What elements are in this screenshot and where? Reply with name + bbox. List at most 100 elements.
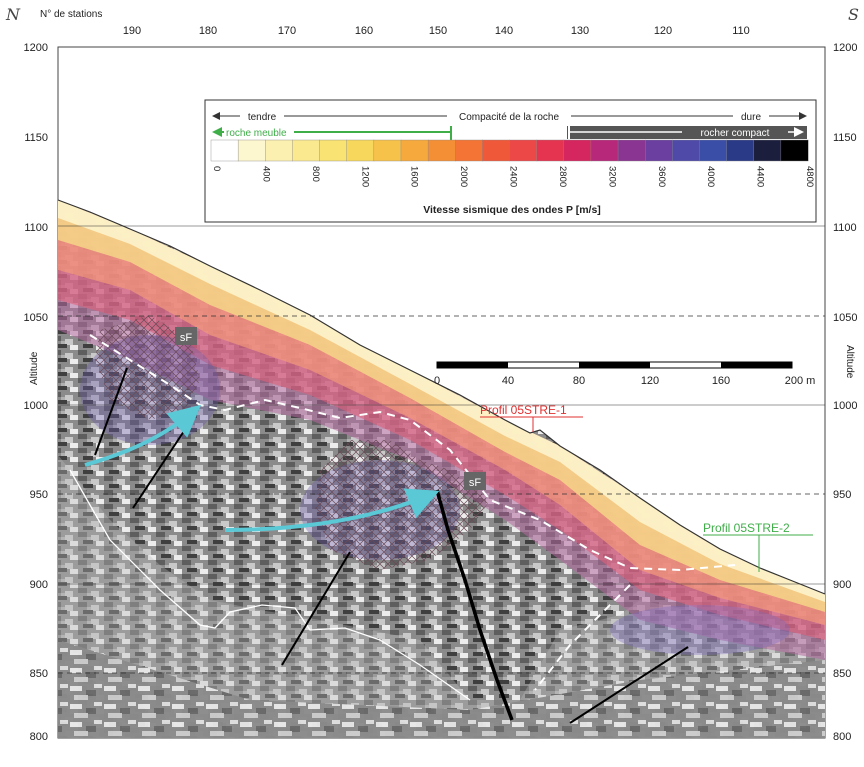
altitude-tick: 1000 — [24, 400, 48, 412]
sf-label: sF — [180, 332, 193, 344]
station-tick: 120 — [654, 25, 672, 37]
altitude-tick: 900 — [30, 579, 48, 591]
altitude-tick: 800 — [833, 731, 851, 743]
color-swatch — [292, 139, 321, 162]
velocity-tick: 1600 — [409, 166, 420, 187]
color-swatch — [482, 139, 510, 162]
legend-compacite: Compacité de la roche — [459, 112, 559, 123]
color-swatch — [319, 139, 348, 162]
velocity-tick: 400 — [260, 166, 271, 182]
color-swatch — [265, 139, 293, 162]
station-tick: 160 — [355, 25, 373, 37]
north-label: N — [5, 5, 21, 24]
color-swatch — [455, 139, 483, 162]
station-tick: 110 — [732, 25, 750, 37]
station-tick: 170 — [278, 25, 296, 37]
color-swatch — [400, 139, 429, 162]
color-swatch — [780, 139, 809, 162]
station-tick: 150 — [429, 25, 447, 37]
velocity-color-scale — [210, 139, 809, 162]
interface-dashed-line — [89, 334, 736, 572]
altitude-tick: 1150 — [24, 132, 48, 144]
velocity-ticks: 0 400 800 1200 1600 2000 2400 2800 3200 3600 4000 4… — [211, 166, 815, 187]
velocity-tick: 2400 — [508, 166, 519, 187]
station-tick: 190 — [123, 25, 141, 37]
slide-mass-outline — [69, 469, 471, 701]
color-swatch — [672, 139, 700, 162]
velocity-legend: tendre Compacité de la roche dure roche … — [204, 99, 817, 223]
altitude-tick: 1100 — [833, 222, 857, 234]
color-swatch — [590, 139, 619, 162]
altitude-tick: 1050 — [833, 312, 857, 324]
scale-tick: 120 — [641, 375, 659, 387]
main-fault-line — [435, 489, 514, 721]
color-swatch — [644, 139, 673, 162]
altitude-ticks-right: 1200 1150 1100 1050 1000 950 900 850 800 — [833, 42, 857, 743]
altitude-tick: 1150 — [833, 132, 857, 144]
color-swatch — [726, 139, 755, 162]
scale-tick: 0 — [434, 375, 440, 387]
altitude-tick: 1000 — [833, 400, 857, 412]
legend-roche-meuble: roche meuble — [226, 128, 287, 139]
south-label: S — [848, 5, 859, 24]
interface-dashed-line-lower — [534, 584, 631, 691]
color-swatch — [509, 139, 538, 162]
velocity-tick: 2000 — [458, 166, 469, 187]
profil-1-label: Profil 05STRE-1 — [480, 403, 567, 417]
sf-label: sF — [469, 477, 482, 489]
color-swatch — [237, 139, 266, 162]
flow-arrow — [84, 404, 202, 467]
fracture-line — [94, 367, 128, 456]
color-swatch — [699, 139, 728, 162]
station-tick: 140 — [495, 25, 513, 37]
velocity-tick: 4800 — [804, 166, 815, 187]
terrain-surface-line — [57, 199, 826, 595]
scale-bar: 0 40 80 120 160 200 m — [434, 361, 816, 387]
profil-2-label: Profil 05STRE-2 — [703, 521, 790, 535]
altitude-tick: 1050 — [24, 312, 48, 324]
color-swatch — [563, 139, 592, 162]
color-swatch — [427, 139, 456, 162]
altitude-tick: 900 — [833, 579, 851, 591]
tomography-section — [58, 200, 825, 738]
velocity-tick: 800 — [310, 166, 321, 182]
velocity-tick: 1200 — [359, 166, 370, 187]
altitude-tick: 1200 — [24, 42, 48, 54]
altitude-tick: 850 — [833, 668, 851, 680]
sf-label-box — [175, 327, 197, 345]
legend-dure: dure — [741, 112, 761, 123]
sf-label-box — [464, 472, 486, 490]
altitude-ticks-left: 1200 1150 1100 1050 1000 950 900 850 800 — [24, 42, 48, 743]
color-swatch — [346, 139, 375, 162]
station-ticks: 190 180 170 160 150 140 130 120 110 — [123, 25, 750, 37]
color-swatch — [753, 139, 782, 162]
velocity-tick: 4400 — [755, 166, 766, 187]
altitude-tick: 950 — [30, 489, 48, 501]
scale-tick: 160 — [712, 375, 730, 387]
altitude-tick: 1200 — [833, 42, 857, 54]
velocity-tick: 4000 — [705, 166, 716, 187]
legend-rocher-compact: rocher compact — [701, 128, 770, 139]
scale-tick: 200 m — [785, 375, 816, 387]
altitude-tick: 850 — [30, 668, 48, 680]
station-tick: 130 — [571, 25, 589, 37]
velocity-tick: 3200 — [606, 166, 617, 187]
fracture-line — [569, 646, 689, 724]
color-swatch — [536, 139, 565, 162]
color-swatch — [617, 139, 646, 162]
altitude-tick: 1100 — [24, 222, 48, 234]
station-tick: 180 — [199, 25, 217, 37]
scale-tick: 40 — [502, 375, 514, 387]
stations-axis-label: N° de stations — [40, 9, 102, 20]
altitude-axis-label-left: Altitude — [29, 351, 40, 385]
color-swatch — [373, 139, 402, 162]
flow-arrow — [224, 488, 440, 532]
color-swatch — [210, 139, 239, 162]
scale-tick: 80 — [573, 375, 585, 387]
velocity-tick: 3600 — [656, 166, 667, 187]
legend-tendre: tendre — [248, 112, 277, 123]
fracture-line — [281, 551, 351, 666]
legend-title: Vitesse sismique des ondes P [m/s] — [423, 204, 601, 216]
velocity-tick: 0 — [211, 166, 222, 171]
